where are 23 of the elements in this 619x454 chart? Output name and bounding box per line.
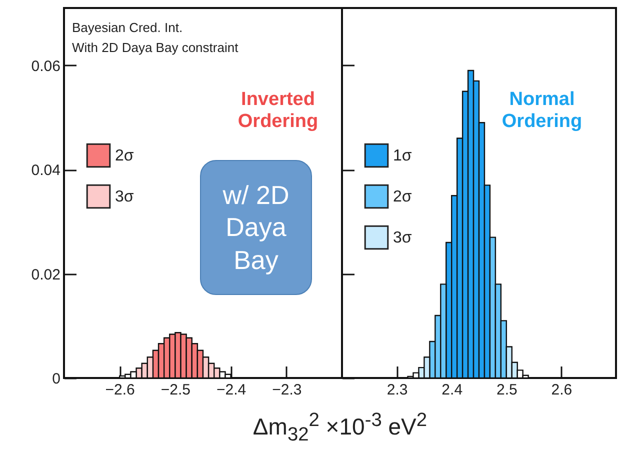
annotation: With 2D Daya Bay constraint xyxy=(72,40,239,55)
legend-label: 2σ xyxy=(393,188,412,206)
annotation: Normal Ordering xyxy=(502,89,582,132)
annotation: Bayesian Cred. Int. xyxy=(72,20,183,35)
legend-label: 3σ xyxy=(393,230,412,246)
y-tick-label: 0.06 xyxy=(31,58,60,75)
x-tick-label: 2.3 xyxy=(386,382,408,398)
rounded-box: w/ 2D Daya Bay xyxy=(200,160,312,295)
annotation: Inverted Ordering xyxy=(238,89,318,132)
y-tick-label: 0.04 xyxy=(31,162,60,180)
x-tick-label: −2.5 xyxy=(160,382,191,398)
x-tick-label: −2.4 xyxy=(216,382,246,398)
x-tick-label: −2.6 xyxy=(105,382,135,398)
legend-label: 3σ xyxy=(115,188,134,206)
y-tick-label: 0 xyxy=(52,370,60,388)
x-tick-label: 2.6 xyxy=(551,382,572,398)
x-axis-title: Δm$_{32}$$^{2}$ ×10$^{-3}$ eV$^{2}$ xyxy=(252,410,428,446)
x-tick-label: −2.3 xyxy=(272,382,302,398)
y-tick-label: 0.02 xyxy=(31,266,60,284)
legend-label: 2σ xyxy=(115,148,134,164)
legend-label: 1σ xyxy=(393,148,412,164)
x-tick-label: 2.4 xyxy=(442,382,463,398)
x-tick-label: 2.5 xyxy=(496,382,518,398)
